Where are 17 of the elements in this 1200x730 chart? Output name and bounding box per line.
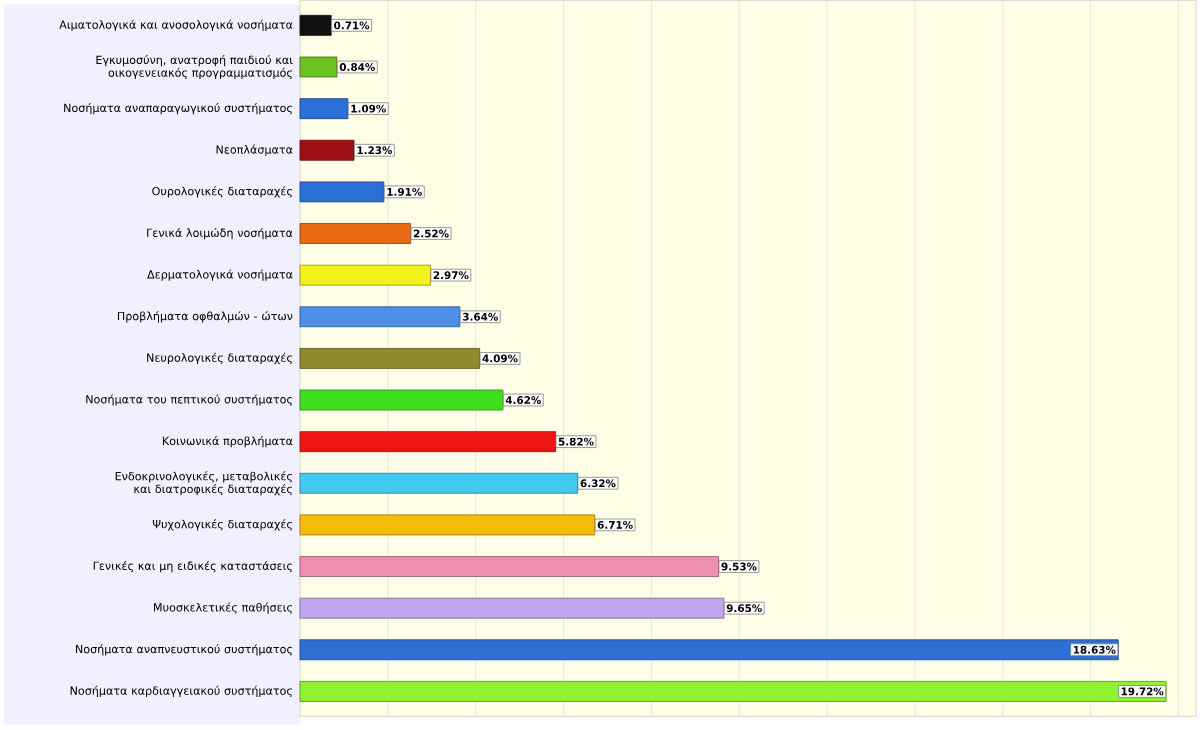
bar xyxy=(299,14,332,36)
bar xyxy=(299,680,1167,702)
bar xyxy=(299,514,596,536)
bar xyxy=(299,98,349,119)
bar xyxy=(299,223,412,244)
bar xyxy=(299,431,557,453)
bar xyxy=(299,181,385,203)
bar xyxy=(299,389,504,411)
bar xyxy=(299,556,719,577)
bar xyxy=(299,264,431,286)
bar xyxy=(299,139,355,161)
bar xyxy=(299,597,725,619)
bar xyxy=(299,472,578,494)
bar xyxy=(299,347,481,369)
bar xyxy=(299,56,338,78)
bar xyxy=(299,306,461,328)
bar xyxy=(299,639,1119,661)
